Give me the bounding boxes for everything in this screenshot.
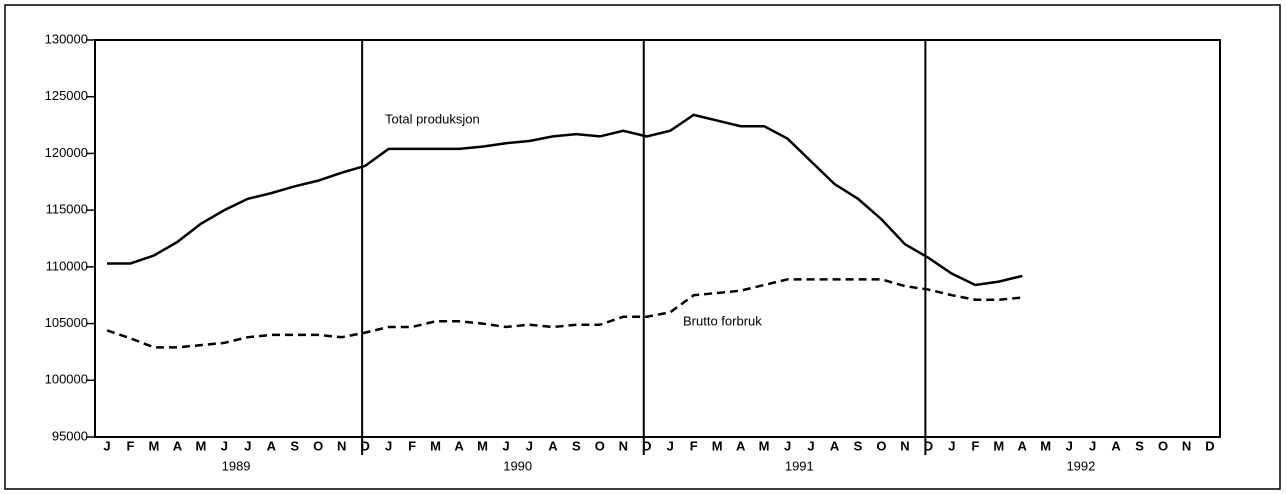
year-label: 1989 <box>222 458 251 473</box>
x-tick-label: J <box>1066 438 1073 453</box>
x-tick-label: S <box>290 438 299 453</box>
x-tick-label: O <box>1158 438 1168 453</box>
x-tick-label: D <box>1205 438 1214 453</box>
x-tick-label: A <box>173 438 183 453</box>
year-label: 1992 <box>1066 458 1095 473</box>
x-tick-label: F <box>408 438 416 453</box>
y-tick-label: 125000 <box>45 88 88 103</box>
x-tick-label: M <box>712 438 723 453</box>
year-label: 1991 <box>785 458 814 473</box>
x-tick-label: N <box>900 438 909 453</box>
x-tick-label: M <box>149 438 160 453</box>
year-label: 1990 <box>503 458 532 473</box>
x-tick-label: J <box>948 438 955 453</box>
x-tick-label: J <box>502 438 509 453</box>
x-tick-label: N <box>619 438 628 453</box>
x-tick-label: M <box>759 438 770 453</box>
frame <box>4 4 1281 490</box>
x-tick-label: J <box>784 438 791 453</box>
y-tick-label: 130000 <box>45 31 88 46</box>
x-tick-label: A <box>454 438 464 453</box>
x-tick-label: A <box>830 438 840 453</box>
x-tick-label: N <box>337 438 346 453</box>
x-tick-label: J <box>103 438 110 453</box>
y-tick-label: 105000 <box>45 315 88 330</box>
x-tick-label: N <box>1182 438 1191 453</box>
x-tick-label: F <box>126 438 134 453</box>
x-tick-label: D <box>642 438 651 453</box>
x-tick-label: J <box>385 438 392 453</box>
plot-area <box>94 39 1221 438</box>
x-tick-label: M <box>430 438 441 453</box>
x-tick-label: O <box>313 438 323 453</box>
x-tick-label: F <box>971 438 979 453</box>
x-tick-label: S <box>572 438 581 453</box>
x-tick-label: J <box>244 438 251 453</box>
x-tick-label: J <box>807 438 814 453</box>
x-tick-label: M <box>993 438 1004 453</box>
series-label: Brutto forbruk <box>683 313 762 328</box>
x-tick-label: J <box>526 438 533 453</box>
y-tick-label: 120000 <box>45 145 88 160</box>
x-tick-label: J <box>1089 438 1096 453</box>
x-tick-label: O <box>876 438 886 453</box>
x-tick-label: F <box>690 438 698 453</box>
series-label: Total produksjon <box>385 111 480 126</box>
x-tick-label: A <box>736 438 746 453</box>
x-tick-label: A <box>1018 438 1028 453</box>
x-tick-label: S <box>854 438 863 453</box>
x-tick-label: D <box>360 438 369 453</box>
x-tick-label: J <box>667 438 674 453</box>
series-line <box>107 113 1023 287</box>
x-tick-label: M <box>195 438 206 453</box>
x-tick-label: S <box>1135 438 1144 453</box>
x-tick-label: A <box>267 438 277 453</box>
y-tick-label: 110000 <box>46 258 88 273</box>
x-tick-label: J <box>221 438 228 453</box>
x-tick-label: O <box>595 438 605 453</box>
x-tick-label: A <box>1111 438 1121 453</box>
x-tick-label: M <box>1040 438 1051 453</box>
series-line <box>106 278 1023 349</box>
y-tick-label: 100000 <box>45 372 88 387</box>
x-tick-label: M <box>477 438 488 453</box>
x-tick-label: A <box>548 438 558 453</box>
y-tick-label: 115000 <box>46 202 88 217</box>
x-tick-label: D <box>924 438 933 453</box>
y-tick-label: 95000 <box>52 428 88 443</box>
